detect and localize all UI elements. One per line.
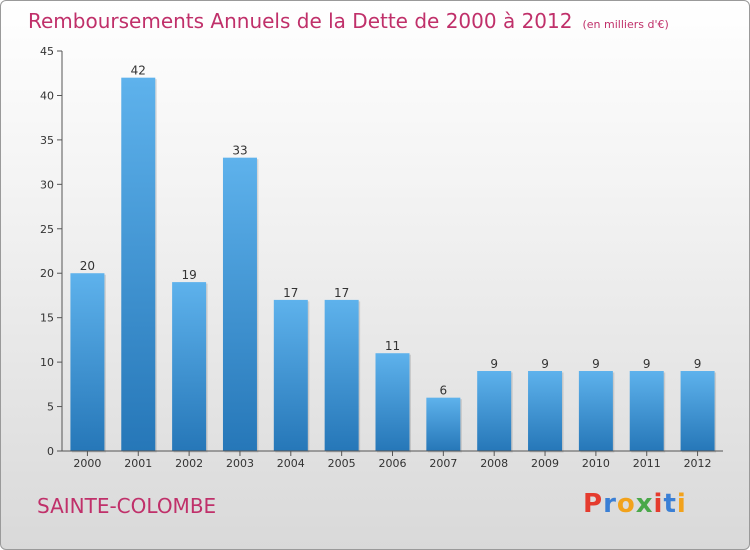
y-tick-label: 30 [40,178,54,191]
y-tick-label: 35 [40,134,54,147]
data-label: 42 [131,64,146,78]
x-tick-label: 2003 [226,457,254,470]
y-tick-label: 25 [40,223,54,236]
logo-letter: P [583,489,604,519]
x-tick-label: 2006 [379,457,407,470]
chart-title: Remboursements Annuels de la Dette de 20… [28,9,669,33]
x-tick-label: 2012 [684,457,712,470]
data-label: 17 [334,286,349,300]
x-tick-label: 2000 [73,457,101,470]
data-label: 11 [385,339,400,353]
y-tick-label: 15 [40,312,54,325]
y-tick-label: 5 [47,401,54,414]
data-label: 20 [80,259,95,273]
data-label: 9 [643,357,651,371]
bar-2010 [578,371,613,451]
data-label: 9 [541,357,549,371]
bar-2012 [680,371,715,451]
bar-2004 [273,299,308,451]
data-label: 19 [181,268,196,282]
bar-2007 [426,397,461,451]
data-label: 9 [694,357,702,371]
x-tick-label: 2007 [429,457,457,470]
bar-2003 [222,157,257,451]
x-tick-label: 2011 [633,457,661,470]
logo-letter: t [663,489,677,519]
bar-2000 [70,273,105,451]
y-tick-label: 45 [40,45,54,58]
logo-letter: x [635,489,654,519]
x-tick-label: 2010 [582,457,610,470]
proxiti-logo: Proxiti [583,489,687,519]
x-tick-label: 2005 [328,457,356,470]
bar-2011 [629,371,664,451]
y-tick-label: 20 [40,267,54,280]
x-tick-label: 2004 [277,457,305,470]
x-tick-label: 2008 [480,457,508,470]
logo-letter: i [676,489,687,519]
data-label: 9 [592,357,600,371]
x-tick-label: 2009 [531,457,559,470]
data-label: 33 [232,144,247,158]
y-tick-label: 0 [47,445,54,458]
y-tick-label: 40 [40,89,54,102]
commune-name: SAINTE-COLOMBE [37,494,217,518]
bar-2001 [121,77,156,452]
bar-2005 [324,299,359,451]
bar-2009 [528,371,563,451]
y-tick-label: 10 [40,356,54,369]
logo-letter: i [653,489,664,519]
data-label: 6 [440,384,448,398]
unit-text: (en milliers d'€) [582,18,669,31]
x-tick-label: 2002 [175,457,203,470]
logo-letter: o [616,489,636,519]
bar-2002 [172,282,207,451]
x-tick-label: 2001 [124,457,152,470]
title-text: Remboursements Annuels de la Dette de 20… [28,9,573,33]
logo-letter: r [603,489,617,519]
data-label: 17 [283,286,298,300]
bar-2008 [477,371,512,451]
data-label: 9 [490,357,498,371]
bar-2006 [375,353,410,451]
